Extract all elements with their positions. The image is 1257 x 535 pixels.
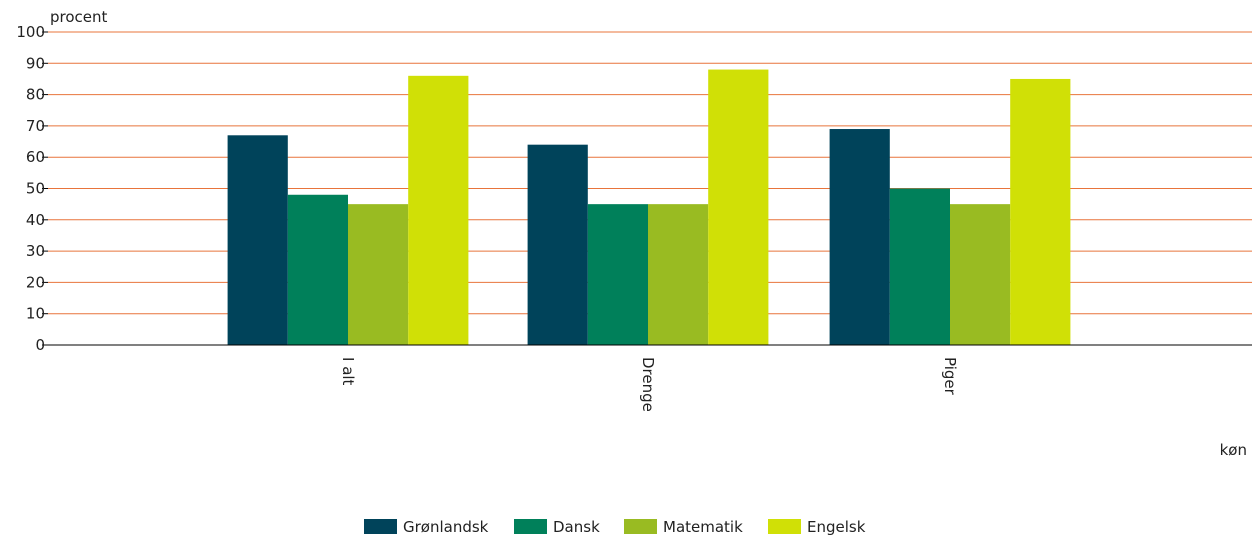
y-tick-label: 10 xyxy=(26,305,45,323)
bar-grønlandsk-2 xyxy=(829,129,890,345)
legend-swatch-dansk xyxy=(514,519,547,534)
bar-engelsk-1 xyxy=(708,69,769,345)
bar-engelsk-2 xyxy=(1010,78,1071,345)
y-tick-label: 80 xyxy=(26,86,45,104)
bar-engelsk-0 xyxy=(408,75,469,345)
y-tick-labels: 0 10 20 30 40 50 60 70 80 90 100 xyxy=(16,23,48,354)
bar-matematik-0 xyxy=(348,204,409,345)
y-tick-label: 50 xyxy=(26,180,45,198)
y-tick-label: 30 xyxy=(26,242,45,260)
x-tick-labels: I alt Drenge Piger xyxy=(339,357,959,412)
x-tick-label: Piger xyxy=(941,357,959,396)
bar-grønlandsk-1 xyxy=(527,144,588,345)
bar-matematik-2 xyxy=(950,204,1011,345)
legend-swatch-matematik xyxy=(624,519,657,534)
y-tick-label: 40 xyxy=(26,211,45,229)
legend-swatch-grønlandsk xyxy=(364,519,397,534)
y-axis-label: procent xyxy=(50,8,108,26)
bar-dansk-1 xyxy=(587,204,648,345)
legend-label: Engelsk xyxy=(807,518,866,535)
y-tick-label: 90 xyxy=(26,54,45,72)
legend-swatch-engelsk xyxy=(768,519,801,534)
y-tick-label: 60 xyxy=(26,148,45,166)
bar-matematik-1 xyxy=(648,204,709,345)
legend-label: Dansk xyxy=(553,518,600,535)
legend: Grønlandsk Dansk Matematik Engelsk xyxy=(364,518,866,535)
bar-dansk-0 xyxy=(287,194,348,345)
legend-label: Matematik xyxy=(663,518,743,535)
y-tick-label: 70 xyxy=(26,117,45,135)
y-tick-label: 100 xyxy=(16,23,45,41)
legend-label: Grønlandsk xyxy=(403,518,489,535)
bar-dansk-2 xyxy=(889,188,950,345)
x-axis-label: køn xyxy=(1220,441,1247,459)
bar-grønlandsk-0 xyxy=(227,135,288,345)
bars xyxy=(227,69,1071,345)
y-tick-label: 20 xyxy=(26,273,45,291)
y-tick-label: 0 xyxy=(35,336,45,354)
x-tick-label: Drenge xyxy=(639,357,657,412)
x-tick-label: I alt xyxy=(339,357,357,386)
